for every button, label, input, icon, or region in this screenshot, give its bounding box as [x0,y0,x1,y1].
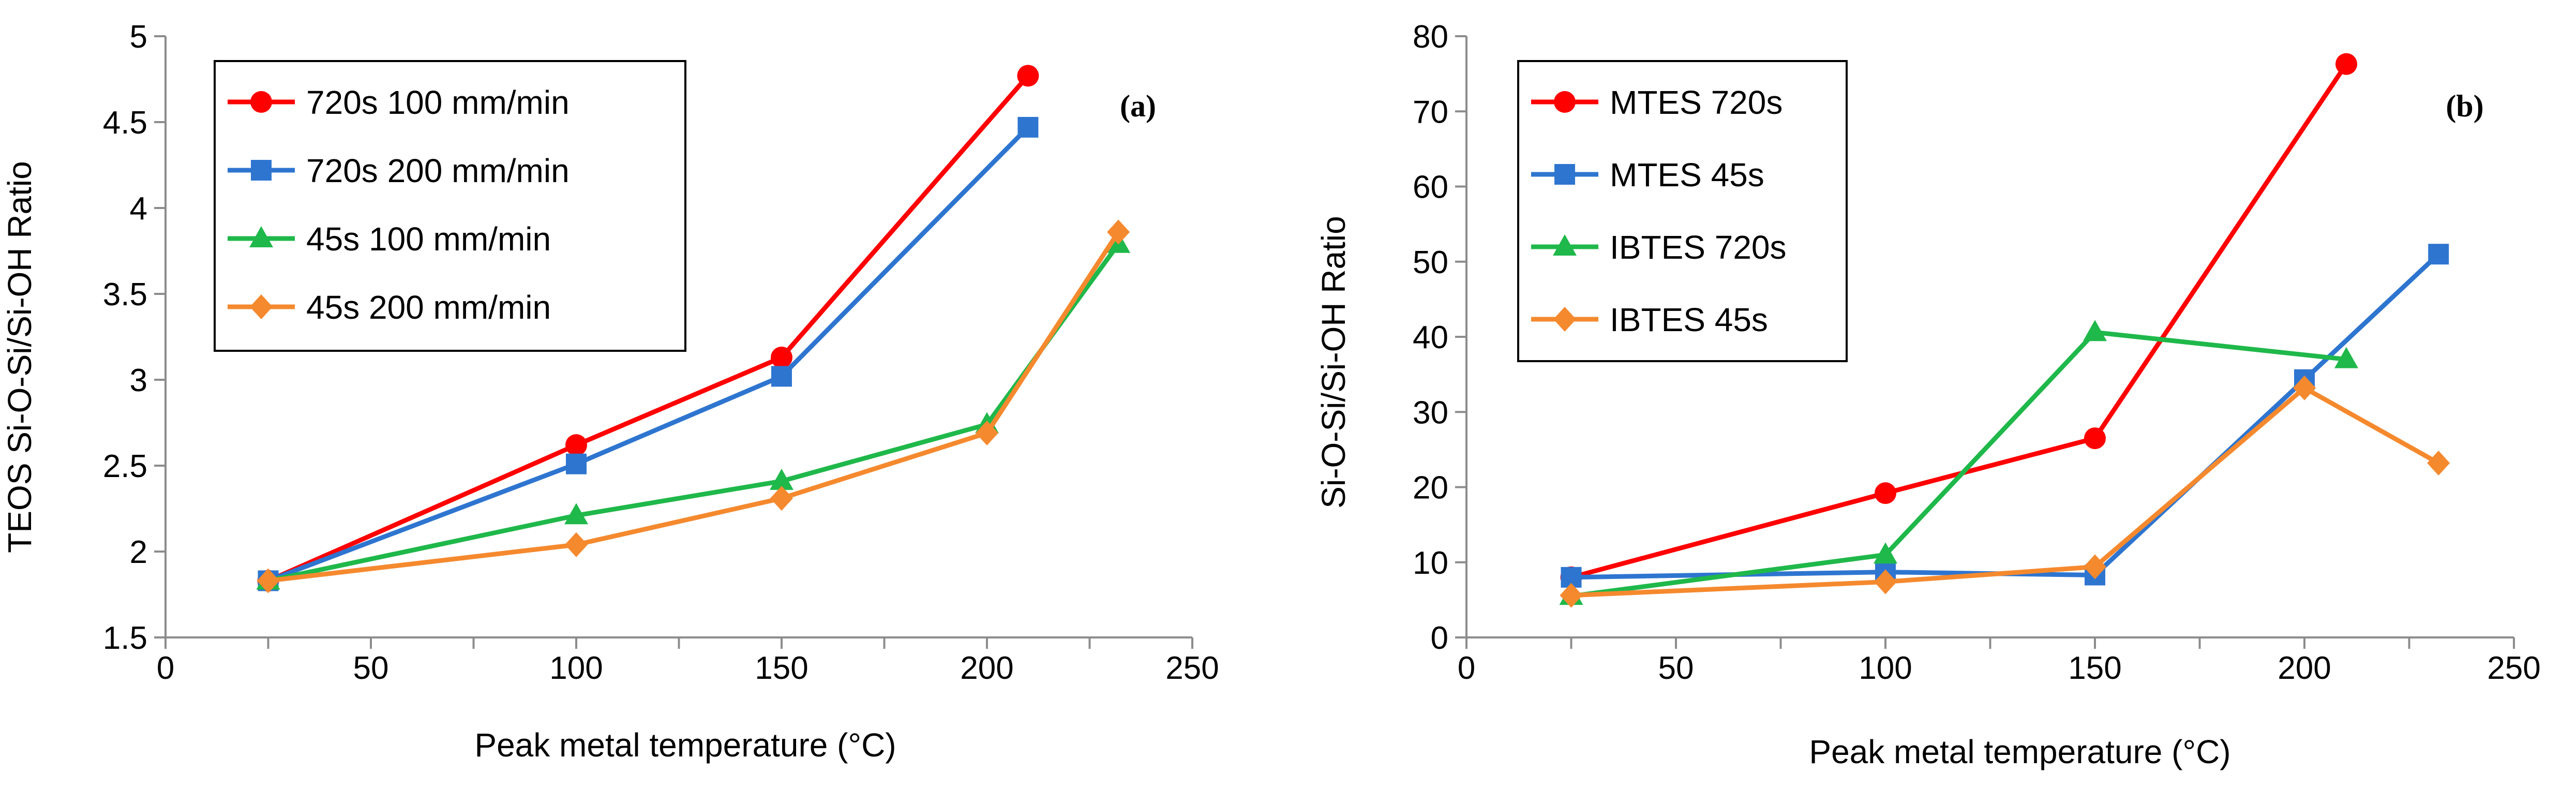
x-tick-label: 150 [755,650,808,686]
legend-marker-ibtes-720s [1553,234,1577,256]
legend-label-ibtes-45s: IBTES 45s [1610,301,1768,338]
y-tick-label: 0 [1431,620,1448,656]
data-point-720s-200-mm-min-a [1017,116,1039,138]
data-point-ibtes-720s-b [1874,542,1897,564]
y-tick-label: 1.5 [103,620,147,656]
legend-label-45s-100-mm-min: 45s 100 mm/min [306,220,551,258]
y-tick-label: 3.5 [103,277,147,313]
data-point-45s-200-mm-min-a [1107,219,1130,245]
series-line-720s-200-mm-min-a [267,125,1030,583]
data-point-ibtes-720s-b [2334,347,2358,368]
x-tick-label: 150 [2068,650,2121,686]
data-point-mtes-720s-b [2335,53,2357,75]
data-point-ibtes-720s-b [2083,320,2107,341]
x-axis-title-a: Peak metal temperature (°C) [474,726,896,764]
data-point-45s-200-mm-min-a [565,532,588,557]
y-tick-label: 4 [130,191,147,227]
data-point-45s-200-mm-min-a [257,568,280,593]
legend-box-a [214,60,686,352]
plot-area-b [1455,35,2515,649]
x-tick-labels-a: 0 50 100 150 200 250 [157,650,1219,686]
legend-label-mtes-45s: MTES 45s [1610,156,1764,194]
panel-label-a: (a) [1120,89,1156,123]
legend-label-45s-200-mm-min: 45s 200 mm/min [306,289,551,326]
data-point-45s-100-mm-min-a [770,468,793,490]
series-line-mtes-720s-b [1570,63,2348,580]
y-tick-label: 60 [1413,170,1448,205]
legend-marker-720s-200-mm-min [251,160,272,181]
y-tick-labels-a: 1.5 2 2.5 3 3.5 4 4.5 5 [103,19,147,656]
data-point-ibtes-45s-b [1560,583,1583,608]
x-tick-label: 100 [1859,650,1912,686]
x-tick-label: 50 [1658,650,1694,686]
x-tick-label: 200 [960,650,1013,686]
legend-label-mtes-720s: MTES 720s [1610,84,1783,121]
data-point-720s-100-mm-min-a [771,346,792,368]
legend-marker-720s-100-mm-min [250,91,272,113]
x-tick-label: 50 [353,650,389,686]
data-point-45s-200-mm-min-a [770,486,793,511]
x-tick-label: 250 [1165,650,1219,686]
series-line-ibtes-720s-b [1570,330,2347,599]
legend-box-b [1517,60,1848,362]
y-tick-labels-b: 0 10 20 30 40 50 60 70 80 [1413,19,1448,656]
data-point-720s-100-mm-min-a [1017,65,1039,87]
data-point-mtes-720s-b [2084,427,2106,450]
legend-label-ibtes-720s: IBTES 720s [1610,229,1787,266]
x-axis-title-b: Peak metal temperature (°C) [1809,733,2230,770]
y-tick-label: 5 [130,19,147,55]
legend-marker-ibtes-45s [1553,307,1576,332]
data-point-ibtes-45s-b [2293,375,2316,400]
legend-marker-45s-200-mm-min [250,294,273,319]
legend-label-720s-100-mm-min: 720s 100 mm/min [306,84,570,121]
plot-area-a [154,35,1193,649]
chart-panel-a: 1.5 2 2.5 3 3.5 4 4.5 5 0 50 100 150 200 250 TEOS Si… [1,19,1219,764]
y-tick-label: 50 [1413,245,1448,280]
y-tick-label: 70 [1413,94,1448,130]
data-point-720s-200-mm-min-a [771,366,792,387]
data-point-ibtes-45s-b [2084,554,2106,579]
data-point-ibtes-45s-b [2427,451,2450,476]
y-tick-label: 3 [130,363,147,398]
x-tick-labels-b: 0 50 100 150 200 250 [1458,650,2541,686]
y-tick-label: 20 [1413,470,1448,506]
y-axis-title-a: TEOS Si-O-Si/Si-OH Ratio [1,161,38,553]
data-point-45s-100-mm-min-a [564,503,588,525]
y-tick-label: 2.5 [103,449,147,484]
data-point-mtes-720s-b [1875,482,1896,504]
x-tick-label: 0 [1458,650,1475,686]
x-tick-label: 0 [157,650,174,686]
legend-marker-45s-100-mm-min [249,226,273,247]
y-axis-title-b: Si-O-Si/Si-OH Ratio [1315,216,1352,508]
x-tick-label: 100 [549,650,603,686]
x-tick-label: 200 [2278,650,2331,686]
data-point-ibtes-45s-b [1874,569,1897,594]
panel-label-b: (b) [2446,89,2483,123]
legend-a: 720s 100 mm/min 720s 200 mm/min 45s 100 mm… [214,60,686,352]
data-point-mtes-45s-b [2428,244,2449,265]
legend-marker-mtes-45s [1554,164,1575,185]
y-tick-label: 30 [1413,395,1448,430]
data-point-45s-200-mm-min-a [976,420,998,445]
y-tick-label: 40 [1413,320,1448,355]
y-tick-label: 80 [1413,19,1448,55]
data-point-720s-100-mm-min-a [565,434,587,456]
x-tick-label: 250 [2487,650,2540,686]
series-line-720s-100-mm-min-a [267,74,1030,583]
y-tick-label: 2 [130,534,147,570]
legend-b: MTES 720s MTES 45s IBTES 720s IBTES 45s [1517,60,1848,362]
legend-label-720s-200-mm-min: 720s 200 mm/min [306,152,570,189]
y-tick-label: 10 [1413,545,1448,581]
chart-panel-b: 0 10 20 30 40 50 60 70 80 0 50 100 150 200 250 Si-O-S… [1315,19,2541,770]
data-point-720s-200-mm-min-a [566,453,587,474]
y-tick-label: 4.5 [103,105,147,141]
legend-marker-mtes-720s [1554,91,1576,113]
